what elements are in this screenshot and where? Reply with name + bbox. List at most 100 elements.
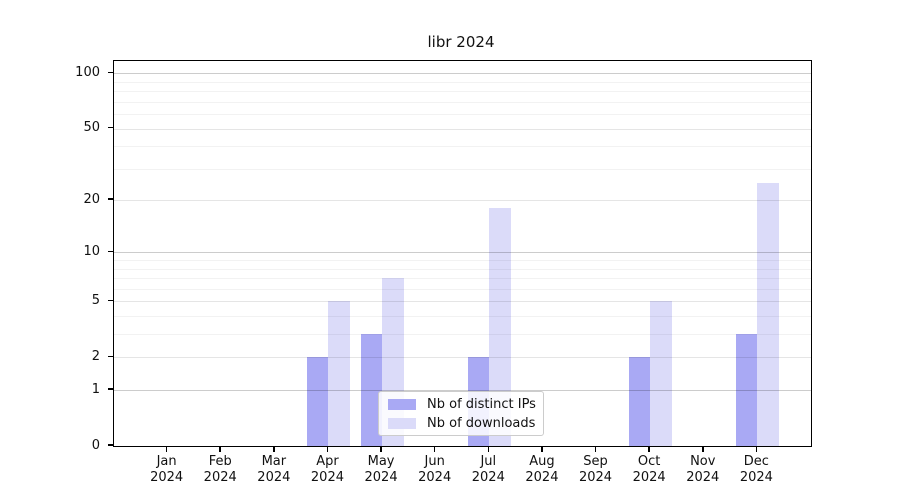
x-tick-label-month: Dec <box>743 454 769 469</box>
legend-label-downloads: Nb of downloads <box>427 415 536 431</box>
gridline-y-1 <box>114 390 811 392</box>
x-tick-jun <box>433 447 436 452</box>
x-tick-label-month: Feb <box>208 454 232 469</box>
x-tick-nov <box>701 447 704 452</box>
x-tick-jul <box>487 447 490 452</box>
x-tick-label-jun: Jun 2024 <box>407 454 463 486</box>
legend: Nb of distinct IPs Nb of downloads <box>378 391 544 436</box>
y-tick-2 <box>108 355 113 358</box>
x-tick-label-year: 2024 <box>578 470 613 485</box>
x-tick-apr <box>326 447 329 452</box>
y-tick-label-1: 1 <box>91 381 100 397</box>
legend-swatch-ips <box>388 398 416 410</box>
x-tick-label-mar: Mar 2024 <box>246 454 302 486</box>
x-tick-label-month: Jun <box>424 454 445 469</box>
y-tick-label-100: 100 <box>75 64 100 80</box>
chart-title: libr 2024 <box>427 33 495 51</box>
bar-downloads-apr <box>328 301 350 446</box>
y-tick-20 <box>108 198 113 200</box>
plot-area: Nb of distinct IPs Nb of downloads <box>113 60 812 447</box>
x-tick-label-month: May <box>367 454 395 469</box>
gridline-y-3 <box>114 334 811 336</box>
gridline-y-9 <box>114 260 811 262</box>
legend-item-ips: Nb of distinct IPs <box>388 396 536 412</box>
x-tick-dec <box>755 447 758 452</box>
gridline-y-6 <box>114 288 811 290</box>
gridline-y-2 <box>114 357 811 359</box>
x-tick-label-nov: Nov 2024 <box>675 454 731 486</box>
x-tick-mar <box>273 447 275 452</box>
x-tick-label-year: 2024 <box>471 470 505 485</box>
bar-ips-may <box>360 334 383 446</box>
y-tick-100 <box>108 71 113 74</box>
legend-item-downloads: Nb of downloads <box>388 415 536 431</box>
x-tick-label-oct: Oct 2024 <box>621 454 677 486</box>
y-tick-10 <box>108 250 113 253</box>
x-tick-label-year: 2024 <box>525 470 559 485</box>
y-tick-label-2: 2 <box>91 348 100 364</box>
gridline-y-70 <box>114 101 811 103</box>
x-tick-label-month: Jul <box>480 454 497 469</box>
y-tick-label-50: 50 <box>83 120 100 136</box>
gridline-y-100 <box>114 73 811 75</box>
x-tick-may <box>380 447 382 452</box>
x-tick-label-month: Mar <box>261 454 287 469</box>
y-tick-0 <box>108 444 113 446</box>
x-tick-label-apr: Apr 2024 <box>299 454 355 486</box>
gridline-y-60 <box>114 114 811 116</box>
legend-label-ips: Nb of distinct IPs <box>427 396 536 412</box>
gridline-y-8 <box>114 268 811 270</box>
y-tick-1 <box>108 388 113 390</box>
bar-ips-dec <box>735 334 758 446</box>
y-tick-label-5: 5 <box>91 292 100 308</box>
y-tick-50 <box>108 126 113 129</box>
legend-swatch-downloads <box>388 417 416 429</box>
x-tick-label-month: Oct <box>637 454 661 469</box>
gridline-y-30 <box>114 168 811 170</box>
gridline-y-20 <box>114 200 811 202</box>
gridline-y-5 <box>114 301 811 303</box>
x-tick-label-year: 2024 <box>686 470 720 485</box>
gridline-y-10 <box>114 252 811 254</box>
gridline-y-50 <box>114 128 811 130</box>
x-tick-label-year: 2024 <box>257 470 291 485</box>
gridline-y-40 <box>114 146 811 148</box>
bar-ips-apr <box>306 357 329 446</box>
x-tick-label-month: Sep <box>583 454 608 469</box>
bar-ips-oct <box>628 357 651 446</box>
x-tick-label-year: 2024 <box>203 470 237 485</box>
x-tick-label-month: Jan <box>156 454 177 469</box>
x-tick-label-month: Apr <box>316 454 339 469</box>
x-tick-label-year: 2024 <box>632 470 666 485</box>
y-tick-label-20: 20 <box>83 191 100 207</box>
x-tick-label-year: 2024 <box>310 470 344 485</box>
x-tick-label-jul: Jul 2024 <box>460 454 516 486</box>
x-tick-label-feb: Feb 2024 <box>192 454 248 486</box>
gridline-y-90 <box>114 81 811 83</box>
x-tick-label-year: 2024 <box>150 470 184 485</box>
gridline-y-7 <box>114 278 811 280</box>
x-tick-jan <box>165 447 168 452</box>
gridline-y-80 <box>114 91 811 93</box>
x-tick-sep <box>594 447 597 452</box>
x-tick-label-sep: Sep 2024 <box>568 454 624 486</box>
x-tick-aug <box>541 447 543 452</box>
y-tick-label-0: 0 <box>91 437 100 453</box>
x-tick-label-month: Aug <box>529 454 555 469</box>
x-tick-label-year: 2024 <box>418 470 452 485</box>
x-tick-feb <box>219 447 222 452</box>
x-tick-label-month: Nov <box>690 454 716 469</box>
x-tick-label-aug: Aug 2024 <box>514 454 570 486</box>
bar-downloads-dec <box>757 182 779 446</box>
bar-downloads-oct <box>650 301 672 446</box>
y-tick-5 <box>108 299 113 302</box>
gridline-y-4 <box>114 316 811 318</box>
x-tick-label-dec: Dec 2024 <box>728 454 784 486</box>
x-tick-label-year: 2024 <box>364 470 398 485</box>
x-tick-oct <box>648 447 650 452</box>
x-tick-label-year: 2024 <box>739 470 773 485</box>
bar-downloads-jul <box>489 208 511 446</box>
x-tick-label-may: May 2024 <box>353 454 409 486</box>
x-tick-label-jan: Jan 2024 <box>139 454 195 486</box>
